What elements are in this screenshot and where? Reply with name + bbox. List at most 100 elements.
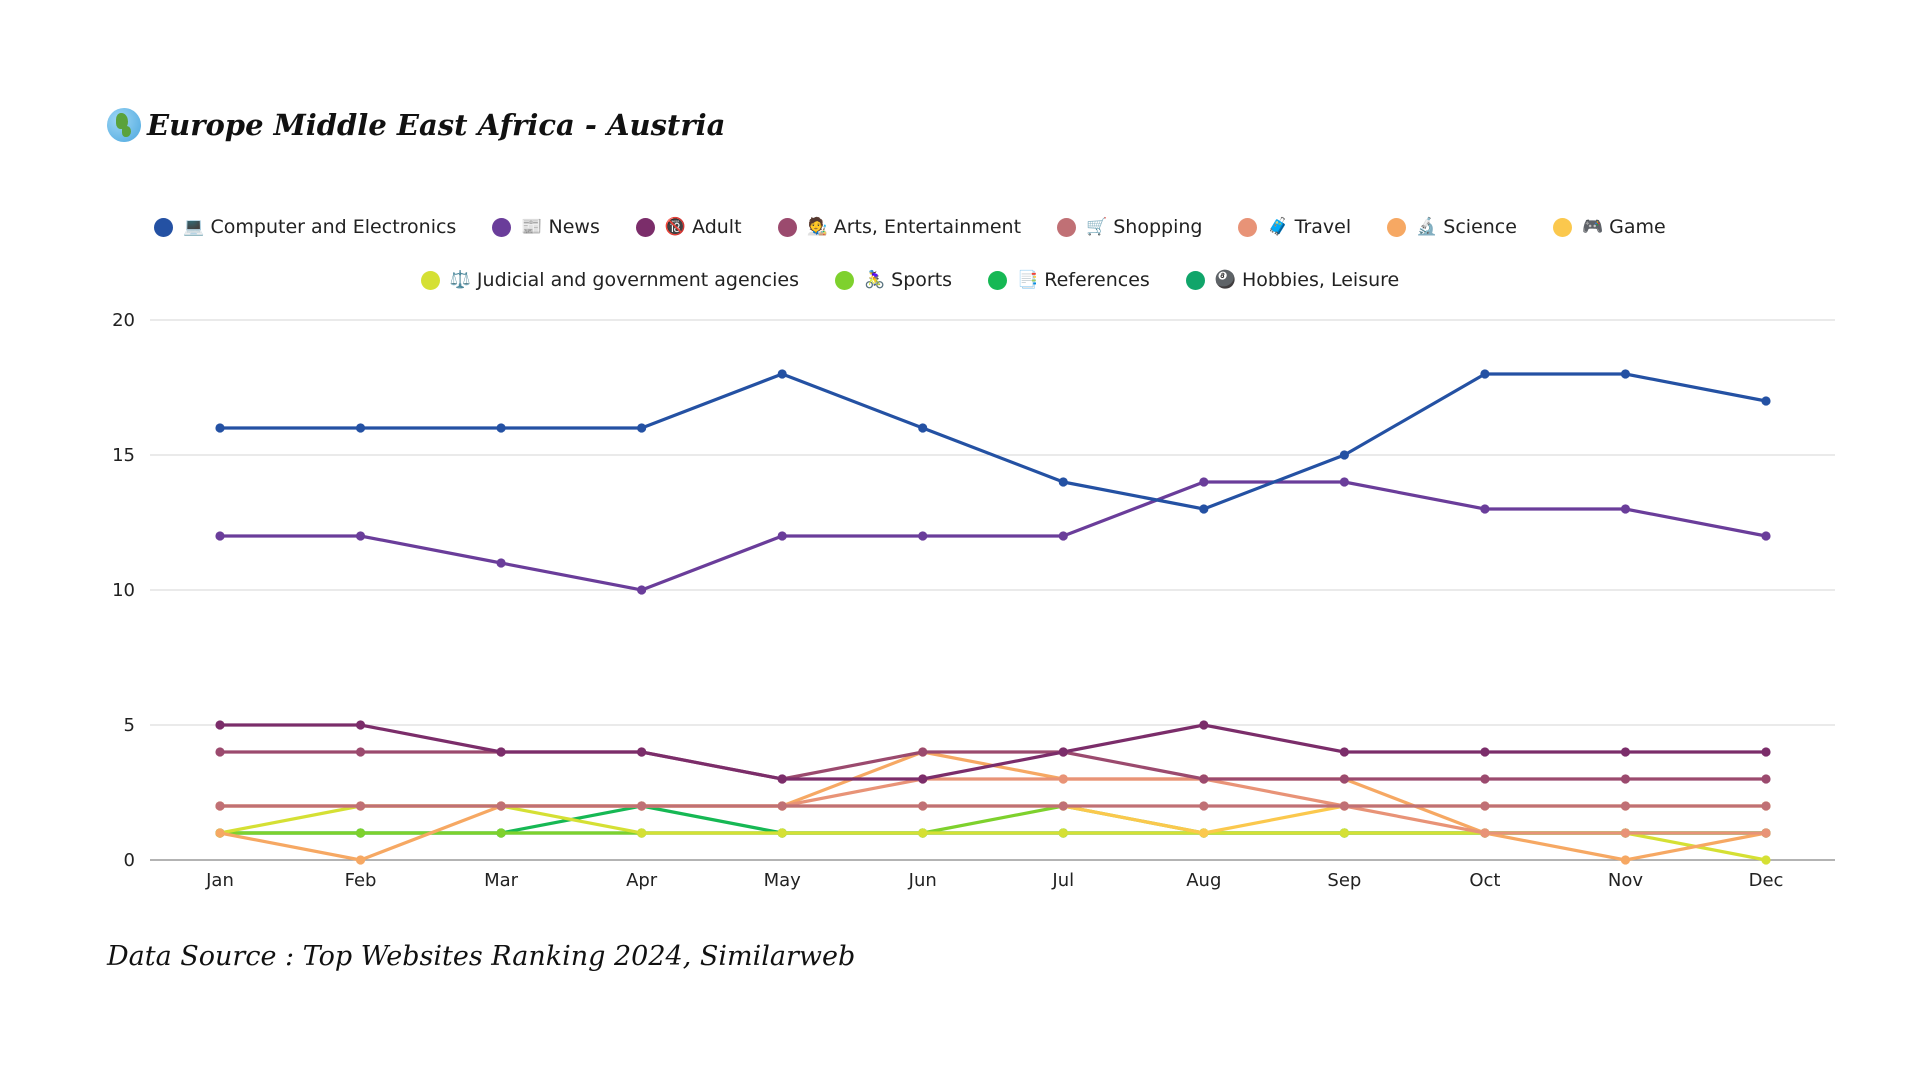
data-point [1058,531,1068,541]
legend-marker [988,270,1008,290]
legend-category-icon: 🎮 [1581,217,1604,237]
legend-item[interactable]: 🛒 Shopping [1057,216,1202,238]
data-point [496,747,506,757]
data-point [1058,774,1068,784]
data-point [355,855,366,865]
legend-marker [1552,217,1572,237]
data-point [918,747,928,757]
legend-item[interactable]: 🧑‍🎨 Arts, Entertainment [777,216,1022,238]
data-point [215,828,225,838]
legend-item[interactable]: 🧳 Travel [1238,216,1351,238]
data-point [1199,477,1209,487]
legend-label: References [1044,269,1150,291]
series-computer-and-electronics [215,369,1771,514]
x-tick-label: May [764,870,802,891]
legend-label: Shopping [1113,216,1203,238]
data-point [1058,747,1068,757]
data-point [1761,855,1771,865]
legend-label: News [548,216,600,238]
data-point [1620,828,1631,838]
data-point [1480,774,1490,784]
data-point [1339,801,1349,811]
data-point [1480,801,1490,811]
legend-item[interactable]: 🔬 Science [1387,216,1517,238]
data-source-caption: Data Source : Top Websites Ranking 2024,… [107,941,856,972]
data-point [496,423,506,433]
data-point [637,801,647,811]
legend-item[interactable]: 🔞 Adult [635,216,742,238]
data-point [637,747,647,757]
data-point [1761,396,1771,406]
data-point [1480,828,1490,838]
data-point [1761,774,1771,784]
data-point [1620,855,1631,865]
chart-title: Europe Middle East Africa - Austria [107,108,725,142]
y-tick-label: 20 [112,310,135,331]
data-point [1480,504,1490,514]
data-point [1339,477,1349,487]
data-point [777,369,787,379]
x-tick-label: Jun [908,870,937,891]
data-point [496,801,506,811]
data-point [1339,450,1349,460]
legend-label: Game [1609,216,1666,238]
series-line [218,750,1768,781]
legend-item[interactable]: ⚖️ Judicial and government agencies [420,269,799,291]
legend-category-icon: 📑 [1017,270,1039,290]
legend-label: Arts, Entertainment [833,216,1022,238]
data-point [355,828,366,838]
x-tick-label: Jan [205,870,234,891]
data-point [355,801,366,811]
legend-category-icon: 🔞 [664,217,687,237]
series-line [218,723,1768,781]
legend-category-icon: 🛒 [1086,217,1108,237]
data-point [1199,801,1209,811]
legend-label: Judicial and government agencies [476,269,799,291]
x-tick-label: Aug [1186,870,1221,891]
legend-label: Travel [1294,216,1352,238]
data-point [355,531,366,541]
legend-item[interactable]: 💻 Computer and Electronics [154,216,456,238]
data-point [777,774,787,784]
legend-item[interactable]: 📑 References [988,269,1150,291]
y-tick-label: 15 [112,445,135,466]
data-point [355,720,366,730]
legend-marker [1387,217,1407,237]
legend-category-icon: 💻 [183,217,205,237]
data-point [637,585,647,595]
data-point [1339,747,1349,757]
data-point [496,558,506,568]
x-tick-label: Sep [1327,870,1361,891]
data-point [1339,774,1349,784]
legend-marker [1185,270,1205,290]
data-point [1339,828,1349,838]
data-point [1620,801,1631,811]
data-point [1058,477,1068,487]
data-point [355,747,366,757]
legend-item[interactable]: 🚴‍♀️ Sports [835,269,952,291]
legend-marker [492,217,512,237]
legend-item[interactable]: 🎱 Hobbies, Leisure [1185,269,1399,291]
data-point [1058,828,1068,838]
legend-label: Computer and Electronics [210,216,457,238]
data-point [1761,747,1771,757]
legend-category-icon: 📰 [521,217,543,237]
legend-item[interactable]: 📰 News [492,216,600,238]
series-line [218,804,1768,835]
data-point [1620,747,1631,757]
data-point [1761,828,1771,838]
data-point [1761,531,1771,541]
legend-marker [1238,217,1258,237]
series-news [215,477,1771,595]
legend-category-icon: 🔬 [1416,217,1438,237]
data-point [637,828,647,838]
legend-label: Science [1443,216,1517,238]
legend-row-1: 💻 Computer and Electronics 📰 News 🔞 Adult 🧑‍🎨 A… [150,216,1670,238]
legend-label: Adult [692,216,742,238]
series-line [218,372,1768,511]
globe-africa-icon [107,108,141,142]
legend-item[interactable]: 🎮 Game [1552,216,1666,238]
legend-category-icon: 🧳 [1267,217,1289,237]
data-point [496,828,506,838]
